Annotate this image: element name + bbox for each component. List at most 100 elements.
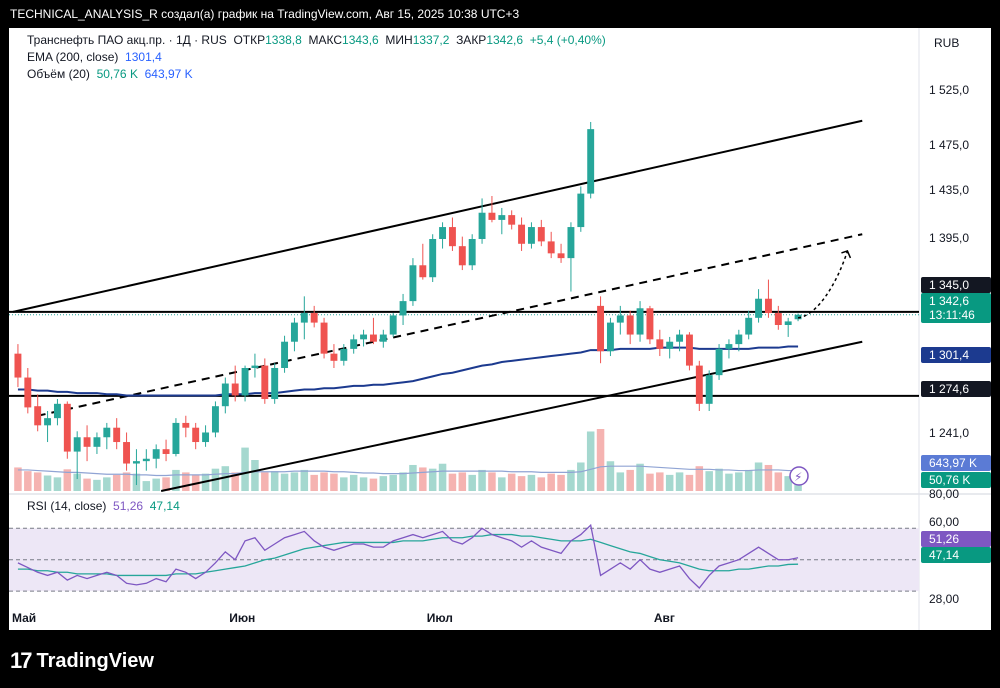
attribution-bar: TECHNICAL_ANALYSIS_R создал(а) график на…: [10, 7, 520, 21]
channel-trendline: [12, 119, 863, 313]
volume-bar: [43, 475, 52, 491]
price-axis-tick: 1 475,0: [929, 138, 969, 152]
rsi-ma-value: 47,14: [149, 499, 180, 513]
candle-body: [261, 365, 269, 400]
chart-canvas[interactable]: 1 525,0 1 475,0 1 435,0 1 395,0 1 241,0 1 345…: [9, 28, 991, 630]
candle-body: [488, 212, 496, 220]
candle-body: [498, 215, 506, 220]
volume-bar: [438, 463, 447, 491]
volume-legend[interactable]: Объём (20) 50,76 K 643,97 K: [27, 67, 193, 81]
volume-bar: [241, 447, 249, 491]
volume-bar: [656, 472, 664, 491]
currency-label[interactable]: RUB: [934, 36, 960, 50]
price-label-0: 1 345,0: [929, 278, 969, 292]
candle-body: [93, 437, 101, 447]
volume-bar: [93, 479, 101, 491]
candle-body: [616, 315, 624, 323]
close-label: ЗАКР: [456, 33, 487, 47]
rsi-axis-tick: 28,00: [929, 592, 959, 606]
alert-icon-glyph: ⚡: [794, 470, 802, 484]
volume-bar: [310, 474, 318, 491]
price-label-1-bg: [921, 293, 991, 323]
volume-bar: [53, 477, 62, 491]
candle-body: [300, 313, 308, 323]
candle-body: [113, 427, 121, 443]
volume-bar: [507, 473, 516, 491]
candle-body: [448, 227, 456, 247]
candle-body: [310, 313, 318, 323]
candle-body: [221, 383, 229, 407]
volume-bar: [63, 469, 72, 491]
tradingview-logo[interactable]: 17 TradingView: [10, 648, 154, 674]
time-axis-label: Июн: [229, 611, 255, 625]
candle-body: [468, 239, 476, 266]
rsi-axis-tick: 60,00: [929, 515, 959, 529]
candle-body: [241, 367, 249, 396]
candle-body: [152, 449, 160, 459]
candle-body: [439, 227, 447, 240]
volume-bar: [399, 472, 407, 491]
volume-bar: [340, 477, 348, 491]
price-label-2: 1 301,4: [929, 348, 969, 362]
rsi-ma-line: [17, 533, 799, 577]
candle-body: [369, 334, 377, 342]
open-value: 1338,8: [265, 33, 302, 47]
volume-bar: [33, 472, 42, 491]
candle-body: [389, 315, 397, 335]
chart-panel[interactable]: 1 525,0 1 475,0 1 435,0 1 395,0 1 241,0 1 345…: [9, 28, 991, 630]
candle-body: [695, 365, 703, 404]
volume-bar: [458, 472, 467, 491]
volume-bar: [172, 469, 180, 491]
candle-body: [606, 322, 614, 352]
volume-bar: [419, 467, 427, 491]
candle-body: [725, 344, 733, 349]
volume-bar: [24, 471, 32, 491]
volume-bar: [488, 472, 496, 491]
tradingview-logo-icon: 17: [10, 648, 33, 673]
ema-legend[interactable]: EMA (200, close) 1301,4: [27, 50, 162, 64]
volume-bar: [675, 472, 684, 491]
volume-bar: [665, 474, 674, 491]
volume-bar: [182, 472, 190, 491]
candle-body: [34, 406, 42, 426]
volume-bar: [270, 471, 279, 491]
candle-body: [202, 432, 210, 443]
volume-bar: [73, 473, 81, 491]
volume-bar: [478, 469, 486, 491]
price-label-2-bg: [921, 347, 991, 363]
candle-body: [478, 212, 486, 240]
rsi-label: RSI (14, close): [27, 499, 107, 513]
candle-body: [774, 313, 782, 325]
symbol-name[interactable]: Транснефть ПАО акц.пр. · 1Д · RUS: [27, 33, 227, 47]
volume-ma-value: 643,97 K: [144, 67, 193, 81]
symbol-legend: Транснефть ПАО акц.пр. · 1Д · RUS ОТКР13…: [27, 33, 606, 47]
volume-bar: [754, 462, 763, 491]
candle-body: [14, 353, 22, 378]
volume-label: Объём (20): [27, 67, 90, 81]
candle-body: [172, 422, 180, 454]
price-label-0-bg: [921, 277, 991, 293]
candle-body: [557, 253, 565, 259]
candle-body: [53, 403, 61, 419]
candle-body: [547, 241, 555, 254]
volume-bar: [784, 476, 792, 491]
candle-body: [231, 383, 239, 396]
candle-body: [132, 461, 140, 464]
rsi-legend[interactable]: RSI (14, close) 51,26 47,14: [27, 499, 180, 513]
rsi-label-1: 47,14: [929, 548, 959, 562]
candle-body: [764, 298, 772, 314]
price-label-1: 1 342,6: [929, 294, 969, 308]
channel-trendline: [160, 340, 863, 492]
ema-line: [17, 345, 799, 397]
low-label: МИН: [385, 33, 413, 47]
volume-bar: [567, 469, 575, 491]
candle-body: [399, 301, 407, 316]
candle-body: [577, 193, 585, 228]
volume-bar: [715, 468, 723, 491]
candle-body: [508, 215, 516, 225]
volume-bar: [764, 464, 773, 491]
volume-bar: [300, 469, 309, 491]
candle-body: [330, 353, 338, 361]
price-axis-tick: 1 435,0: [929, 183, 969, 197]
